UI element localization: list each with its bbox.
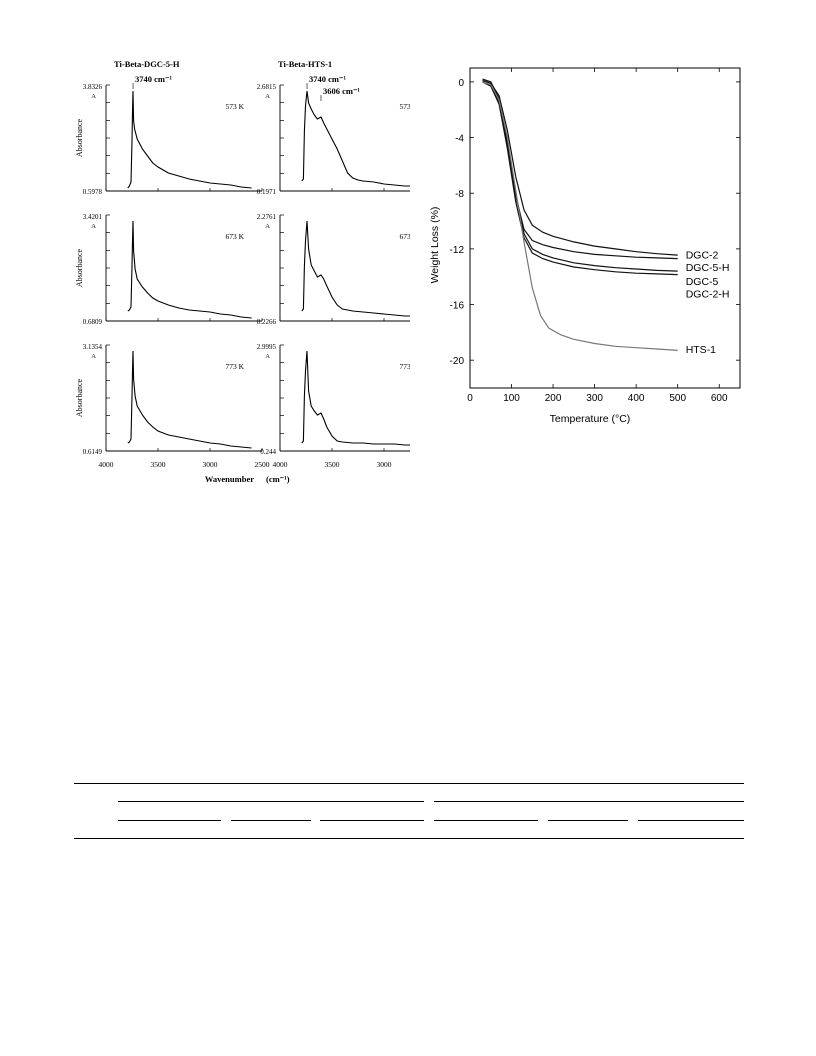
tga-x-tick-label: 100	[503, 393, 520, 404]
tga-y-tick-label: -8	[455, 189, 464, 200]
ir-y-min-label: 0.244	[260, 448, 276, 456]
ir-spectrum-line	[127, 90, 252, 189]
ir-temperature-label: 773 K	[225, 362, 244, 371]
column-title-left: Ti-Beta-DGC-5-H	[114, 59, 180, 69]
tga-series-line	[482, 81, 678, 276]
ir-temperature-label: 673 K	[225, 232, 244, 241]
ir-peak-label: 3606 cm⁻¹	[323, 86, 360, 96]
tga-x-tick-label: 0	[467, 393, 473, 404]
tga-series-label: HTS-1	[686, 344, 716, 356]
x-axis-label: Wavenumber	[205, 474, 254, 484]
tga-y-axis-label: Weight Loss (%)	[429, 207, 441, 284]
x-axis-unit: (cm⁻¹)	[266, 474, 290, 484]
ir-absorbance-unit: A	[265, 93, 270, 100]
tga-x-tick-label: 600	[711, 393, 728, 404]
ir-spectra-figure: Ti-Beta-DGC-5-H Ti-Beta-HTS-1 3.8326 A 0.5…	[75, 59, 410, 484]
ir-temperature-label: 773 K	[399, 362, 410, 371]
ir-y-axis-label: Absorbance	[75, 118, 84, 157]
tga-plot-frame	[469, 67, 741, 389]
ir-y-min-label: 0.5978	[83, 188, 103, 196]
ir-y-min-label: 0.1971	[257, 188, 277, 196]
tga-series-label: DGC-2	[686, 249, 719, 261]
x-axis-ticks-left: 4000 3500 3000 2500	[99, 460, 270, 469]
tga-y-tick-label: 0	[458, 78, 464, 89]
table-group-rule-left	[118, 801, 424, 802]
table-subrule-1	[118, 820, 221, 821]
ir-peak-label: 3740 cm⁻¹	[135, 74, 172, 84]
ir-y-axis-label: Absorbance	[75, 248, 84, 287]
x-tick-label: 3000	[203, 460, 218, 469]
ir-y-max-label: 2.6815	[257, 83, 277, 91]
ir-peak-label: 3740 cm⁻¹	[309, 74, 346, 84]
ir-temperature-label: 673 K	[399, 232, 410, 241]
tga-x-axis-label: Temperature (°C)	[550, 413, 631, 425]
ir-absorbance-unit: A	[265, 223, 270, 230]
ir-y-max-label: 2.9995	[257, 343, 277, 351]
tga-x-tick-label: 400	[628, 393, 645, 404]
table-group-rule-right	[434, 801, 744, 802]
tga-y-tick-label: -20	[450, 356, 465, 367]
tga-series-line	[482, 79, 678, 256]
column-title-right: Ti-Beta-HTS-1	[278, 59, 332, 69]
ir-absorbance-unit: A	[91, 353, 96, 360]
tga-y-tick-label: -16	[450, 301, 465, 312]
x-tick-label: 3000	[377, 460, 392, 469]
x-tick-label: 3500	[325, 460, 340, 469]
ir-y-max-label: 3.1354	[83, 343, 103, 351]
tga-x-tick-label: 200	[545, 393, 562, 404]
ir-y-max-label: 2.2761	[257, 213, 277, 221]
table-top-rule	[74, 783, 744, 784]
ir-absorbance-unit: A	[91, 93, 96, 100]
tga-y-tick-label: -12	[450, 245, 465, 256]
x-tick-label: 4000	[99, 460, 114, 469]
ir-temperature-label: 573 K	[225, 102, 244, 111]
table-subrule-6	[638, 820, 744, 821]
tga-x-tick-label: 300	[586, 393, 603, 404]
ir-absorbance-unit: A	[91, 223, 96, 230]
tga-series-label: DGC-5-H	[686, 262, 730, 274]
ir-y-max-label: 3.8326	[83, 83, 103, 91]
ir-y-min-label: 0.6149	[83, 448, 103, 456]
ir-absorbance-unit: A	[265, 353, 270, 360]
x-tick-label: 3500	[151, 460, 166, 469]
ir-spectrum-line	[301, 350, 410, 446]
ir-y-max-label: 3.4201	[83, 213, 103, 221]
tga-series-label: DGC-5	[686, 276, 719, 288]
table-subrule-5	[548, 820, 628, 821]
table-subrule-3	[320, 820, 424, 821]
tga-x-tick-label: 500	[669, 393, 686, 404]
tga-series-label: DGC-2-H	[686, 288, 730, 300]
ir-y-min-label: 0.2266	[257, 318, 277, 326]
x-axis-ticks-right: 4000 3500 3000 2500	[273, 460, 392, 469]
ir-temperature-label: 573 K	[399, 102, 410, 111]
ir-y-min-label: 0.6809	[83, 318, 103, 326]
tga-y-tick-label: -4	[455, 134, 464, 145]
x-tick-label: 4000	[273, 460, 288, 469]
table-subrule-2	[231, 820, 311, 821]
table-subrule-4	[434, 820, 538, 821]
ir-y-axis-label: Absorbance	[75, 378, 84, 417]
x-tick-label: 2500	[255, 460, 270, 469]
ir-spectrum-line	[127, 220, 252, 319]
ir-spectrum-line	[127, 350, 252, 449]
table-bottom-rule	[74, 838, 744, 839]
tga-series-line	[482, 81, 678, 351]
ir-spectrum-line	[301, 90, 410, 187]
ir-spectrum-line	[301, 220, 410, 317]
